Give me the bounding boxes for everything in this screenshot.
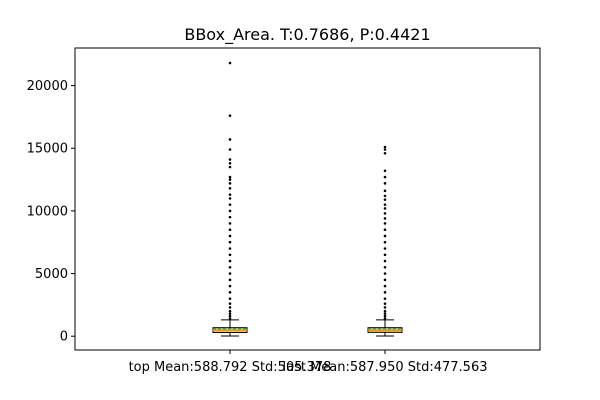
outlier-point <box>228 284 232 288</box>
outlier-point <box>228 306 232 309</box>
outlier-point <box>383 203 387 206</box>
outlier-point <box>228 61 232 65</box>
outlier-point <box>228 240 232 244</box>
outlier-point <box>383 309 387 313</box>
outlier-point <box>383 297 387 300</box>
outlier-point <box>228 317 232 320</box>
y-tick-label: 0 <box>60 330 68 345</box>
outlier-point <box>228 222 232 225</box>
outlier-point <box>383 278 387 282</box>
box-group <box>367 145 403 337</box>
outlier-point <box>228 158 232 161</box>
outlier-point <box>383 259 387 263</box>
outlier-point <box>228 228 232 232</box>
outlier-point <box>383 228 387 232</box>
outlier-point <box>383 194 387 198</box>
outlier-point <box>228 209 232 213</box>
outlier-point <box>228 314 232 318</box>
outlier-point <box>228 291 232 294</box>
outlier-point <box>383 234 387 238</box>
outlier-point <box>383 291 387 294</box>
y-tick-label: 20000 <box>27 79 68 94</box>
outlier-point <box>383 284 387 288</box>
outlier-point <box>228 253 232 257</box>
outlier-point <box>383 253 387 257</box>
plot-frame <box>74 47 541 351</box>
outlier-point <box>228 272 232 275</box>
outlier-point <box>383 317 387 320</box>
outlier-point <box>228 138 232 141</box>
outlier-point <box>383 189 387 193</box>
outlier-point <box>228 178 232 181</box>
outlier-point <box>228 165 232 169</box>
outlier-point <box>383 247 387 250</box>
outlier-point <box>383 169 387 173</box>
outlier-point <box>383 272 387 275</box>
outlier-point <box>228 247 232 250</box>
outlier-point <box>228 302 232 305</box>
outlier-point <box>383 182 387 185</box>
outlier-point <box>383 145 387 149</box>
outlier-point <box>383 222 387 225</box>
outlier-point <box>228 182 232 185</box>
outlier-point <box>228 193 232 196</box>
outlier-point <box>228 259 232 263</box>
outlier-point <box>228 215 232 219</box>
y-tick-label: 10000 <box>27 204 68 219</box>
outlier-point <box>383 314 387 318</box>
outlier-point <box>383 217 387 220</box>
outlier-point <box>383 207 387 210</box>
outlier-point <box>228 148 232 151</box>
chart-title: BBox_Area. T:0.7686, P:0.4421 <box>184 25 430 45</box>
box-group <box>212 61 248 337</box>
x-tick-label: top Mean:588.792 Std:505.378 <box>129 360 332 375</box>
x-tick-label: last Mean:587.950 Std:477.563 <box>282 360 487 375</box>
outlier-point <box>383 312 387 315</box>
outlier-point <box>383 175 387 179</box>
outlier-point <box>228 309 232 313</box>
outlier-point <box>228 197 232 200</box>
outlier-point <box>228 278 232 282</box>
outlier-point <box>228 175 232 179</box>
outlier-point <box>228 265 232 269</box>
y-tick-label: 15000 <box>27 142 68 157</box>
outlier-point <box>228 234 232 238</box>
outlier-point <box>383 265 387 269</box>
outlier-point <box>383 240 387 244</box>
outlier-point <box>228 203 232 206</box>
outlier-point <box>383 198 387 201</box>
outlier-point <box>383 306 387 309</box>
boxes-layer <box>212 61 403 337</box>
outlier-point <box>228 312 232 315</box>
outlier-point <box>228 297 232 300</box>
y-tick-label: 5000 <box>35 267 68 282</box>
y-axis: 0 5000 10000 15000 20000 <box>27 79 75 345</box>
outlier-point <box>383 302 387 305</box>
outlier-point <box>383 212 387 215</box>
outlier-point <box>228 161 232 165</box>
outlier-point <box>228 114 232 117</box>
outlier-point <box>383 151 387 155</box>
outlier-point <box>228 187 232 190</box>
outlier-point <box>383 148 387 151</box>
